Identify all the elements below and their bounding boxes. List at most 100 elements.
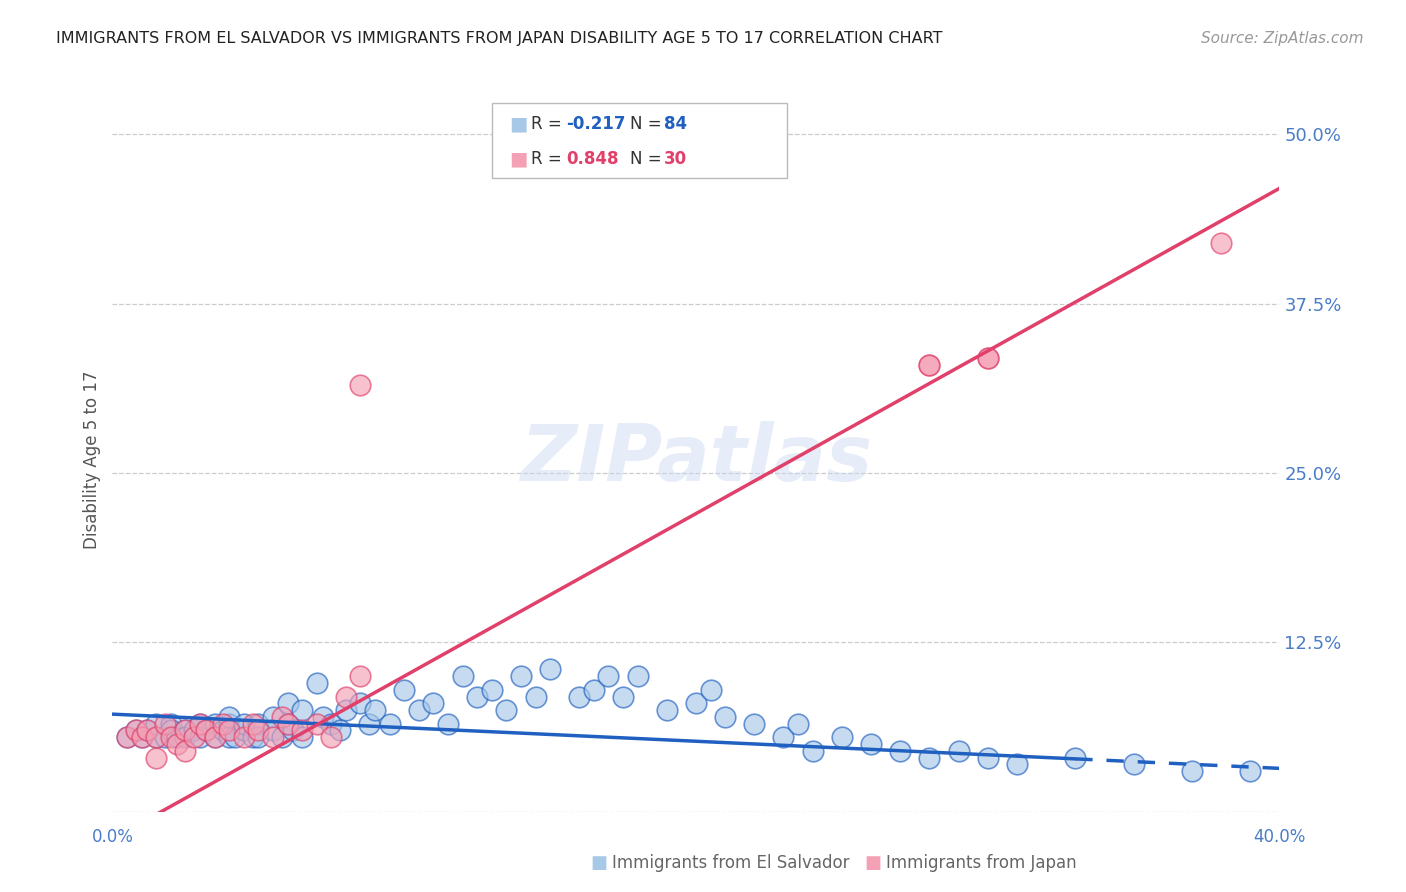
Text: N =: N = [630,151,666,169]
Point [270,730,292,744]
Point [1209,235,1232,250]
Point [160,716,183,731]
Point [188,716,211,731]
Point [582,682,605,697]
Point [204,716,226,731]
Point [218,716,240,731]
Point [335,690,357,704]
Point [918,358,941,372]
Point [422,696,444,710]
Point [145,730,167,744]
Point [276,716,298,731]
Text: 30: 30 [664,151,686,169]
Point [685,696,707,710]
Text: Immigrants from Japan: Immigrants from Japan [886,855,1077,872]
Point [291,730,314,744]
Point [627,669,650,683]
Point [787,716,810,731]
Point [183,730,205,744]
Point [1122,757,1144,772]
Point [321,730,343,744]
Point [612,690,634,704]
Point [1064,750,1087,764]
Point [276,696,298,710]
Point [232,716,254,731]
Point [276,716,298,731]
Point [283,723,305,738]
Text: Immigrants from El Salvador: Immigrants from El Salvador [612,855,849,872]
Y-axis label: Disability Age 5 to 17: Disability Age 5 to 17 [83,370,101,549]
Point [262,730,284,744]
Point [976,750,998,764]
Point [831,730,853,744]
Text: ZIPatlas: ZIPatlas [520,421,872,498]
Text: -0.217: -0.217 [567,115,626,133]
Point [655,703,678,717]
Point [509,669,531,683]
Point [224,730,246,744]
Point [801,744,824,758]
Point [247,730,270,744]
Point [408,703,430,717]
Text: Source: ZipAtlas.com: Source: ZipAtlas.com [1201,31,1364,46]
Point [1181,764,1204,778]
Point [329,723,352,738]
Point [166,737,188,751]
Point [742,716,765,731]
Point [218,723,240,738]
Point [232,723,254,738]
Point [394,682,416,697]
Point [481,682,503,697]
Text: ■: ■ [509,114,527,133]
Point [291,703,314,717]
Text: 0.848: 0.848 [567,151,619,169]
Point [889,744,911,758]
Point [174,723,197,738]
Point [125,723,148,738]
Point [174,744,197,758]
Point [364,703,387,717]
Point [860,737,883,751]
Point [1239,764,1261,778]
Point [335,703,357,717]
Text: 0.0%: 0.0% [91,828,134,846]
Point [451,669,474,683]
Point [204,730,226,744]
Point [194,723,217,738]
Point [232,730,254,744]
Point [247,716,270,731]
Point [115,730,138,744]
Point [153,730,176,744]
Point [359,716,381,731]
Point [166,730,188,744]
Text: 84: 84 [664,115,686,133]
Point [204,730,226,744]
Point [212,723,235,738]
Text: R =: R = [531,151,568,169]
Point [125,723,148,738]
Point [349,377,371,392]
Point [976,351,998,365]
Point [131,730,153,744]
Point [349,669,371,683]
Point [174,730,197,744]
Point [598,669,620,683]
Point [495,703,517,717]
Point [115,730,138,744]
Point [262,723,284,738]
Point [465,690,488,704]
Point [136,723,159,738]
Point [160,730,183,744]
Point [153,716,176,731]
Point [145,730,167,744]
Point [568,690,591,704]
Point [291,723,314,738]
Point [772,730,794,744]
Point [948,744,970,758]
Text: 40.0%: 40.0% [1253,828,1306,846]
Point [136,723,159,738]
Point [714,710,737,724]
Point [242,716,264,731]
Point [174,723,197,738]
Point [305,716,328,731]
